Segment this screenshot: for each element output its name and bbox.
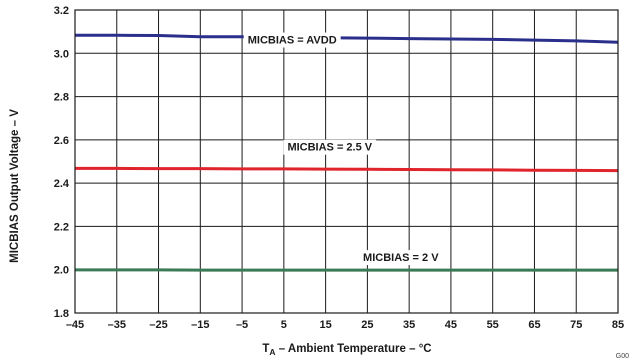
- series-line: [75, 166, 619, 173]
- y-axis-title: MICBIAS Output Voltage – V: [9, 109, 21, 263]
- x-tick-label: 35: [403, 319, 415, 331]
- y-tick-label: 1.8: [54, 308, 69, 320]
- x-tick-label: 65: [528, 319, 540, 331]
- x-axis-title-subscript: A: [269, 347, 275, 357]
- y-tick-label: 2.6: [54, 135, 69, 147]
- x-tick-label: –45: [66, 319, 84, 331]
- y-tick-label: 2.2: [54, 221, 69, 233]
- x-tick-label: –35: [108, 319, 126, 331]
- annotations: MICBIAS = AVDD MICBIAS = 2.5 V MICBIAS = 2…: [243, 32, 443, 266]
- x-tick-label: 5: [281, 319, 287, 331]
- grid-lines: [74, 9, 619, 314]
- annotation-background: [359, 250, 443, 266]
- y-tick-label: 2.8: [54, 92, 69, 104]
- plot-frame: [74, 9, 619, 314]
- series-annotation: MICBIAS = 2 V: [363, 252, 439, 264]
- series-annotation: MICBIAS = 2.5 V: [287, 142, 372, 154]
- annotation-background: [243, 32, 341, 48]
- x-axis-title-rest: – Ambient Temperature – °C: [276, 343, 432, 355]
- x-tick-label: –25: [149, 319, 167, 331]
- x-axis-title: TA – Ambient Temperature – °C: [262, 343, 431, 357]
- y-tick-labels: 1.8 2.0 2.2 2.4 2.6 2.8 3.0 3.2: [54, 5, 70, 320]
- x-tick-label: 85: [612, 319, 624, 331]
- x-tick-label: –15: [191, 319, 209, 331]
- series-lines: [75, 33, 619, 272]
- y-tick-label: 3.0: [54, 48, 69, 60]
- annotation-background: [283, 139, 377, 155]
- x-tick-label: 15: [319, 319, 331, 331]
- x-tick-label: 55: [487, 319, 499, 331]
- figure-code: G00: [616, 353, 629, 360]
- x-tick-label: –5: [236, 319, 248, 331]
- x-tick-label: 25: [361, 319, 373, 331]
- x-tick-label: 45: [445, 319, 457, 331]
- y-tick-label: 3.2: [54, 5, 69, 17]
- series-annotation: MICBIAS = AVDD: [248, 35, 337, 47]
- y-tick-label: 2.0: [54, 265, 69, 277]
- series-line: [75, 33, 619, 44]
- x-axis-title-symbol: T: [262, 343, 269, 355]
- y-tick-label: 2.4: [54, 178, 70, 190]
- x-tick-label: 75: [570, 319, 582, 331]
- x-tick-labels: –45 –35 –25 –15 –5 5 15 25 35 45 55 65 75 85: [66, 319, 624, 331]
